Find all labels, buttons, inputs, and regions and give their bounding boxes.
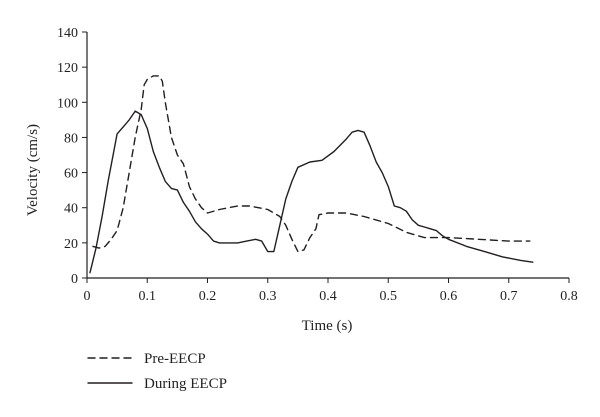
- legend-label: During EECP: [144, 376, 227, 392]
- x-tick-label: 0.7: [500, 289, 518, 304]
- x-tick-label: 0.8: [560, 289, 578, 304]
- x-axis-title: Time (s): [302, 318, 353, 334]
- y-tick-label: 100: [57, 96, 78, 111]
- y-tick-label: 140: [57, 26, 78, 41]
- x-tick-label: 0.6: [440, 289, 458, 304]
- axes: 0 0.1 0.2 0.3 0.4 0.5 0.6 0.7 0.8 0 20 40 60 80 100 120…: [57, 26, 578, 304]
- x-tick-label: 0.4: [319, 289, 337, 304]
- x-tick-label: 0.3: [259, 289, 277, 304]
- y-tick-label: 60: [64, 167, 78, 182]
- series-layer: [89, 75, 534, 274]
- y-axis-title: Velocity (cm/s): [25, 124, 41, 216]
- series-line-pre-eecp: [92, 75, 531, 253]
- x-tick-label: 0: [84, 289, 91, 304]
- legend-label: Pre-EECP: [144, 351, 206, 367]
- y-tick-label: 0: [71, 272, 78, 287]
- y-tick-label: 20: [64, 237, 78, 252]
- y-tick-label: 40: [64, 202, 78, 217]
- y-tick-label: 80: [64, 131, 78, 146]
- x-tick-label: 0.2: [199, 289, 217, 304]
- x-tick-label: 0.5: [380, 289, 398, 304]
- x-tick-label: 0.1: [139, 289, 157, 304]
- y-tick-label: 120: [57, 61, 78, 76]
- legend: Pre-EECP During EECP: [87, 351, 227, 392]
- series-line-during-eecp: [89, 110, 534, 274]
